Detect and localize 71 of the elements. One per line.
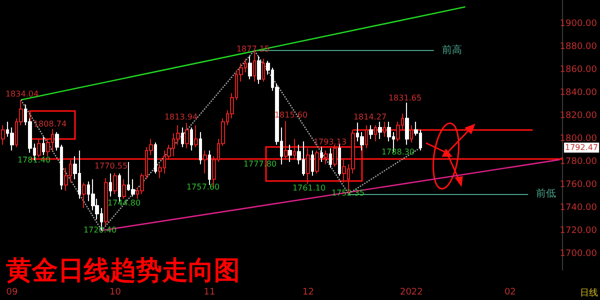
annotation: 1761.10	[292, 184, 326, 192]
x-tick-label: 12	[302, 288, 314, 298]
candlestick	[37, 138, 41, 158]
annotation: 1744.80	[107, 198, 141, 208]
candlestick	[405, 102, 409, 146]
candlestick	[262, 58, 265, 82]
candlestick	[338, 143, 341, 176]
y-tick-label: 1780.00	[560, 157, 598, 167]
x-tick-label: 10	[109, 288, 122, 298]
candlestick	[190, 127, 193, 152]
y-tick-label: 1740.00	[560, 202, 598, 213]
annotation: 1757.60	[186, 182, 220, 192]
candlestick	[113, 172, 117, 195]
y-tick-label: 1800.00	[560, 134, 598, 144]
text: 1792.47	[565, 143, 598, 152]
candlestick	[293, 138, 296, 160]
candlestick	[203, 150, 207, 174]
candlestick	[185, 122, 189, 149]
candlestick	[257, 56, 261, 84]
candlestick	[324, 150, 328, 165]
candlestick	[82, 182, 86, 208]
candlestick	[311, 150, 314, 176]
candlestick	[306, 148, 310, 184]
annotation: 1793.13	[313, 138, 347, 146]
candlestick	[154, 142, 157, 174]
y-tick-label: 1900.00	[560, 19, 598, 30]
ref-line-label: 前低	[536, 187, 556, 200]
candlestick	[333, 144, 337, 168]
x-tick-label: 11	[204, 288, 216, 298]
annotation: 1834.04	[5, 90, 39, 98]
y-tick-label: 1860.00	[560, 65, 598, 76]
annotation: 1720.40	[83, 226, 117, 234]
candlestick	[122, 178, 126, 200]
x-tick-label: 09	[6, 288, 18, 298]
candlestick	[378, 121, 382, 140]
text: 日线	[580, 288, 598, 298]
candlestick	[315, 150, 319, 174]
candlestick	[369, 124, 373, 140]
candlestick	[248, 56, 252, 80]
annotation: 1808.74	[33, 120, 67, 128]
y-tick-label: 1720.00	[560, 226, 598, 236]
candlestick	[329, 148, 332, 168]
annotation: 1814.27	[353, 112, 387, 122]
candlestick	[104, 178, 108, 226]
candlestick	[410, 124, 413, 143]
candlestick	[208, 150, 211, 186]
candlestick	[365, 124, 368, 149]
annotation: 1831.65	[388, 94, 422, 102]
annotation: 1770.55	[94, 162, 128, 170]
ref-line-label: 前高	[442, 44, 462, 56]
y-tick-label: 1820.00	[560, 111, 598, 122]
x-tick-label: 02	[504, 288, 516, 298]
annotation: 1813.94	[164, 112, 198, 122]
candlestick	[181, 127, 184, 148]
candlestick	[320, 146, 323, 162]
candlestick	[284, 120, 288, 160]
candlestick	[109, 172, 112, 197]
y-tick-label: 1700.00	[560, 248, 598, 259]
candlestick	[199, 132, 202, 165]
annotation: 1877.15	[236, 44, 270, 54]
candlestick	[383, 121, 386, 138]
text: 黄金日线趋势走向图	[5, 256, 240, 286]
candlestick	[194, 124, 198, 148]
candlestick	[1, 124, 5, 146]
y-tick-label: 1840.00	[560, 88, 598, 98]
x-tick-label: 2022	[400, 288, 423, 298]
y-tick-label: 1880.00	[560, 42, 598, 52]
candlestick	[288, 144, 292, 162]
y-tick-label: 1760.00	[560, 180, 598, 190]
candlestick	[374, 124, 377, 142]
candlestick	[42, 136, 45, 156]
